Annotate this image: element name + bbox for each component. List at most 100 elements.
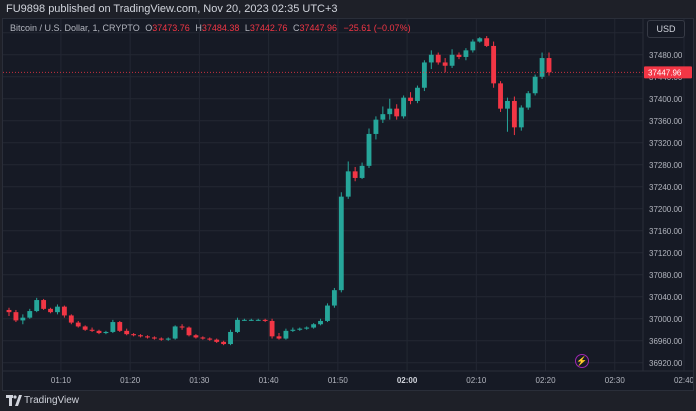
candle-body <box>366 133 372 166</box>
time-tick-label: 02:40 <box>674 376 693 385</box>
time-tick-label: 01:40 <box>259 376 280 385</box>
candle-body <box>207 338 213 340</box>
candle-body <box>511 100 517 128</box>
candle-body <box>380 114 386 120</box>
candle-body <box>193 335 199 338</box>
candle <box>248 318 254 321</box>
candle <box>394 104 400 120</box>
candle-body <box>428 54 434 63</box>
candle <box>96 329 102 335</box>
high-label: H <box>195 23 202 33</box>
candle <box>401 95 407 119</box>
candle <box>27 308 33 319</box>
candle <box>110 319 116 334</box>
low-value: 37442.76 <box>249 23 288 33</box>
candle <box>428 50 434 70</box>
candle-body <box>304 327 310 329</box>
low-label: L <box>244 23 250 33</box>
candle-body <box>20 317 26 321</box>
candle <box>103 330 109 335</box>
candle <box>172 325 178 340</box>
candle-body <box>539 58 545 77</box>
candle <box>200 336 206 340</box>
candle <box>546 52 552 76</box>
candle-body <box>131 334 137 336</box>
candle-body <box>297 328 303 330</box>
candle-body <box>48 308 53 313</box>
time-tick-label: 01:30 <box>189 376 210 385</box>
candle <box>6 307 12 316</box>
time-tick-label: 01:20 <box>120 376 141 385</box>
candle <box>470 39 476 53</box>
candle-body <box>484 38 490 46</box>
candle <box>82 325 88 331</box>
candle-body <box>532 76 538 94</box>
candle-body <box>255 319 261 321</box>
lightning-icon[interactable]: ⚡ <box>575 354 589 368</box>
candle-body <box>456 54 462 57</box>
candle <box>241 318 247 321</box>
time-tick-label: 01:10 <box>51 376 72 385</box>
candle-body <box>408 97 413 101</box>
candle-body <box>221 341 227 345</box>
currency-button[interactable]: USD <box>647 20 685 38</box>
candle <box>151 336 157 340</box>
candle <box>214 338 220 343</box>
candle-body <box>394 108 400 117</box>
time-tick-label: 02:10 <box>466 376 487 385</box>
candle <box>158 337 164 341</box>
candle <box>449 49 455 68</box>
candle <box>477 37 483 43</box>
candle <box>491 41 497 88</box>
candle <box>415 85 420 104</box>
open-label: O <box>145 23 153 33</box>
candle-body <box>352 171 358 178</box>
chart-area[interactable]: 37520.0037480.0037440.0037400.0037360.00… <box>2 18 694 391</box>
candle <box>539 52 545 79</box>
price-axis: 37520.0037480.0037440.0037400.0037360.00… <box>3 19 692 371</box>
candle <box>484 36 490 48</box>
last-price-badge <box>644 66 692 79</box>
candle-body <box>546 58 552 73</box>
candle-body <box>463 50 469 57</box>
candle-body <box>318 320 323 325</box>
candle-body <box>491 45 497 84</box>
price-tick-label: 37280.00 <box>649 161 683 170</box>
candle <box>61 305 67 318</box>
candle-body <box>186 327 192 336</box>
price-tick-label: 37200.00 <box>649 205 683 214</box>
candle <box>290 327 296 332</box>
candle-body <box>345 171 351 197</box>
price-tick-label: 37120.00 <box>649 249 683 258</box>
symbol-name[interactable]: Bitcoin / U.S. Dollar, 1, CRYPTO <box>10 23 140 33</box>
candle-body <box>179 326 185 328</box>
candle <box>366 128 372 169</box>
candle <box>269 318 275 339</box>
candle <box>331 287 337 308</box>
candle-body <box>75 322 81 327</box>
candle <box>138 334 143 338</box>
price-tick-label: 37320.00 <box>649 139 683 148</box>
candle <box>276 333 282 340</box>
candle-body <box>435 54 441 63</box>
candle <box>352 166 358 182</box>
candle <box>117 320 123 332</box>
candle <box>311 323 317 329</box>
candle <box>442 58 448 73</box>
candle-body <box>283 330 289 339</box>
tradingview-logo-icon[interactable] <box>6 395 22 407</box>
candle-body <box>228 331 233 345</box>
candle <box>456 52 462 60</box>
candle-body <box>124 330 130 335</box>
candlestick-chart[interactable]: 37520.0037480.0037440.0037400.0037360.00… <box>3 19 693 390</box>
candle-body <box>241 319 247 321</box>
footer: TradingView <box>0 391 696 411</box>
candle <box>55 304 60 315</box>
publish-info: FU9898 published on TradingView.com, Nov… <box>6 3 338 15</box>
candle-body <box>262 319 268 321</box>
candle <box>20 314 26 325</box>
footer-brand[interactable]: TradingView <box>24 395 80 406</box>
candle-body <box>421 62 427 88</box>
candle <box>518 105 524 131</box>
candle <box>75 320 81 328</box>
